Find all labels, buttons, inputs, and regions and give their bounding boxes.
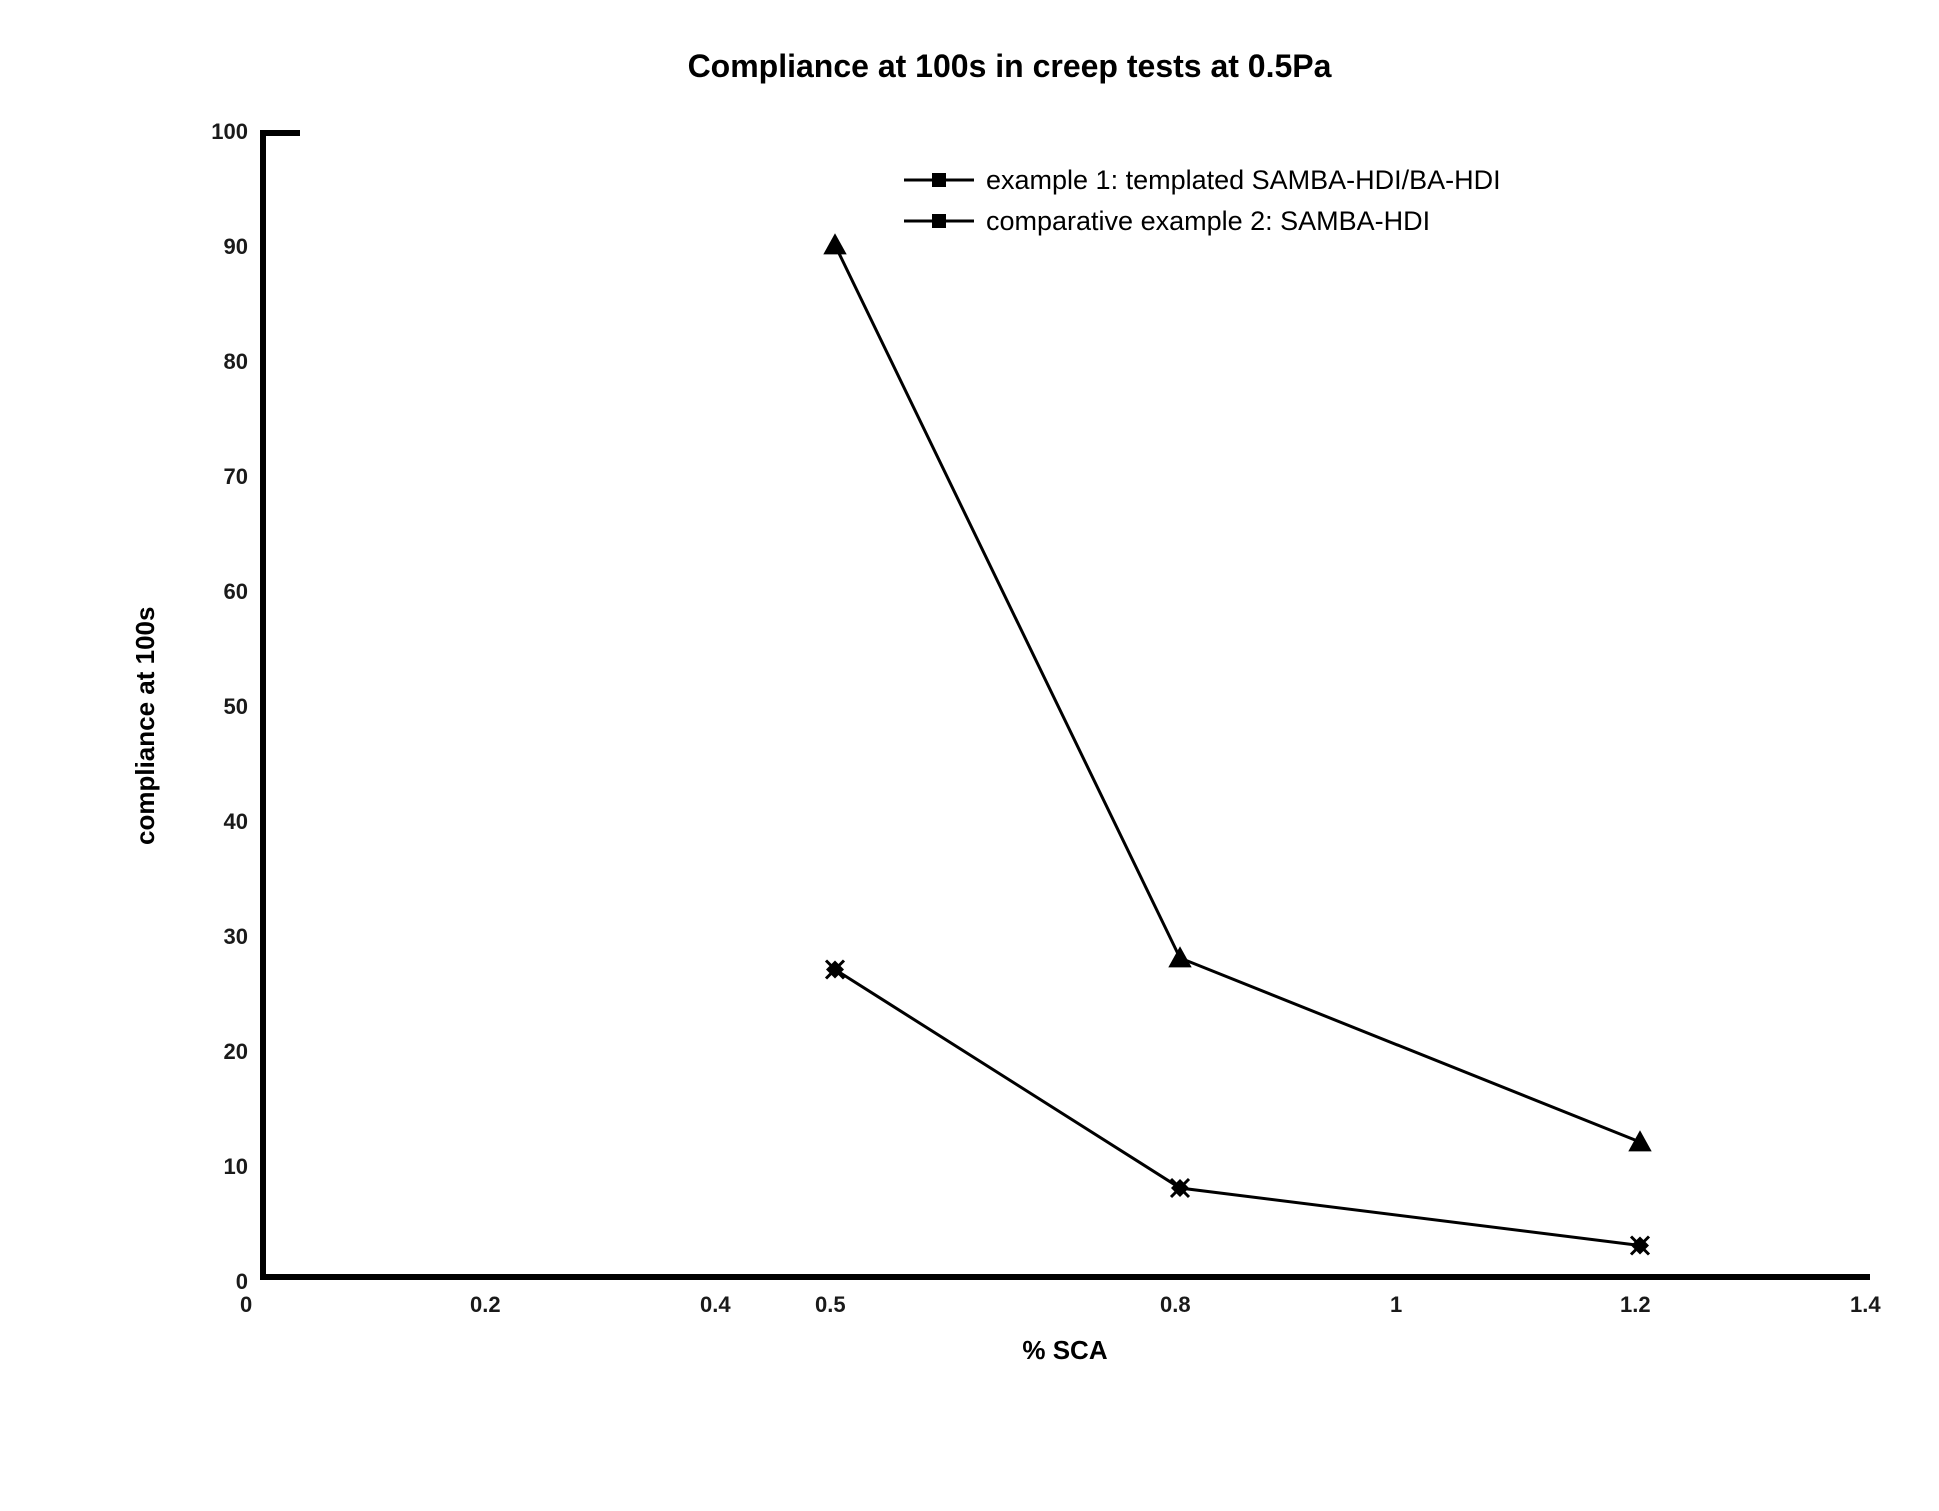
x-axis-line: [260, 1274, 1870, 1280]
legend-label: comparative example 2: SAMBA-HDI: [986, 206, 1430, 237]
series-line-s1: [835, 970, 1640, 1246]
series-marker-s2: [1168, 946, 1191, 967]
legend-item: comparative example 2: SAMBA-HDI: [904, 206, 1501, 237]
legend-marker-icon: [904, 206, 974, 236]
x-tick-label: 0.5: [815, 1292, 846, 1318]
legend-item: example 1: templated SAMBA-HDI/BA-HDI: [904, 165, 1501, 196]
y-tick-label: 100: [211, 119, 248, 145]
chart-svg: [260, 130, 1870, 1280]
chart-container: Compliance at 100s in creep tests at 0.5…: [40, 40, 1939, 1471]
y-tick-label: 90: [224, 234, 248, 260]
legend-label: example 1: templated SAMBA-HDI/BA-HDI: [986, 165, 1501, 196]
x-tick-label: 1: [1390, 1292, 1402, 1318]
y-axis-line: [260, 130, 266, 1280]
y-tick-label: 70: [224, 464, 248, 490]
y-axis-label: compliance at 100s: [130, 607, 161, 845]
x-tick-label: 0: [240, 1292, 252, 1318]
y-tick-label: 20: [224, 1039, 248, 1065]
x-tick-label: 0.8: [1160, 1292, 1191, 1318]
x-tick-label: 1.4: [1850, 1292, 1881, 1318]
x-tick-label: 0.4: [700, 1292, 731, 1318]
x-axis-label: % SCA: [260, 1335, 1870, 1366]
y-tick-label: 80: [224, 349, 248, 375]
series-line-s2: [835, 245, 1640, 1142]
legend: example 1: templated SAMBA-HDI/BA-HDI com…: [904, 165, 1501, 247]
series-marker-s2: [823, 233, 846, 254]
x-tick-label: 0.2: [470, 1292, 501, 1318]
y-axis-cap: [260, 130, 300, 136]
chart-title: Compliance at 100s in creep tests at 0.5…: [40, 48, 1939, 85]
series-marker-s2: [1628, 1130, 1651, 1151]
y-tick-label: 10: [224, 1154, 248, 1180]
y-tick-label: 50: [224, 694, 248, 720]
x-tick-label: 1.2: [1620, 1292, 1651, 1318]
plot-area: [260, 130, 1870, 1280]
y-tick-label: 30: [224, 924, 248, 950]
y-tick-label: 60: [224, 579, 248, 605]
legend-marker-icon: [904, 165, 974, 195]
y-tick-label: 40: [224, 809, 248, 835]
